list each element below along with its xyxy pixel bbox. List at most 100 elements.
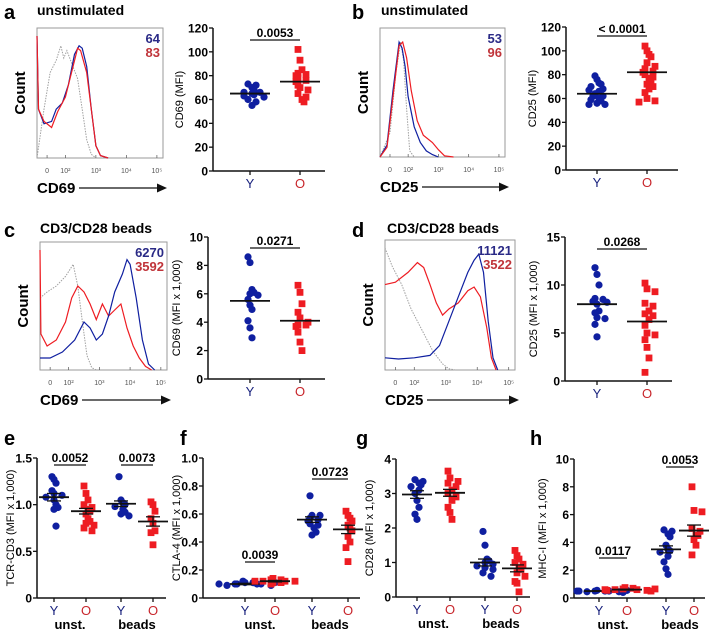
y-tick-label: 0 — [384, 591, 391, 605]
data-point-old — [513, 569, 521, 577]
data-point-old — [645, 85, 653, 93]
category-label-young: Y — [246, 384, 255, 399]
panel-title: CD3/CD28 beads — [387, 220, 499, 236]
data-point-old — [90, 521, 98, 529]
data-point-old — [692, 541, 700, 549]
panel-letter-d: d — [352, 220, 364, 242]
data-point-old — [641, 368, 649, 376]
p-value-label: 0.0117 — [595, 544, 631, 558]
x-axis-label: CD25 — [380, 179, 418, 196]
data-point-young — [660, 558, 668, 566]
y-tick-label: 6 — [196, 287, 203, 301]
category-label-young: Y — [241, 603, 250, 618]
data-point-old — [342, 507, 350, 515]
data-point-old — [519, 560, 527, 568]
p-value-label: 0.0271 — [257, 234, 294, 248]
data-point-old — [298, 347, 306, 354]
category-label-old: O — [343, 603, 353, 618]
data-point-old — [446, 509, 454, 516]
data-point-young — [117, 510, 125, 518]
category-label-old: O — [642, 175, 652, 190]
x-tick-label: 10⁴ — [472, 380, 483, 387]
category-label-young: Y — [595, 603, 604, 618]
x-tick-label: 0 — [48, 380, 52, 387]
data-point-young — [308, 531, 316, 539]
data-point-old — [641, 321, 649, 329]
data-point-young — [407, 483, 415, 491]
category-label-young: Y — [593, 175, 602, 190]
data-point-young — [481, 541, 489, 549]
data-point-young — [664, 570, 672, 578]
data-point-old — [649, 312, 657, 320]
category-label-young: Y — [662, 603, 671, 618]
data-point-old — [80, 501, 88, 509]
histogram-curve-old — [379, 40, 454, 158]
data-point-young — [248, 334, 256, 342]
data-point-young — [593, 333, 601, 341]
category-label-young: Y — [413, 602, 422, 617]
category-label-young: Y — [481, 602, 490, 617]
y-tick-label: 15 — [547, 231, 561, 245]
category-label-old: O — [295, 384, 305, 399]
data-point-old — [649, 73, 657, 81]
data-point-young — [244, 317, 252, 325]
x-tick-label: 10² — [409, 380, 420, 387]
x-tick-label: 10⁵ — [152, 168, 163, 175]
data-point-old — [643, 47, 651, 55]
y-axis-label: Count — [355, 71, 372, 114]
x-axis-label: CD69 — [40, 392, 78, 409]
data-point-old — [649, 67, 657, 75]
data-point-old — [446, 474, 454, 482]
data-point-young — [587, 96, 595, 104]
data-point-old — [294, 90, 302, 97]
x-tick-label: 10⁴ — [121, 168, 132, 175]
data-point-old — [80, 524, 88, 532]
data-point-young — [215, 580, 223, 588]
data-point-old — [643, 80, 651, 88]
category-label-old: O — [295, 176, 305, 191]
p-value-label: 0.0723 — [312, 465, 349, 479]
data-point-young — [125, 512, 133, 520]
y-tick-label: 8 — [562, 480, 569, 494]
data-point-young — [489, 565, 497, 574]
data-point-old — [515, 555, 523, 563]
data-point-old — [452, 493, 460, 501]
p-value-label: 0.0053 — [257, 26, 294, 40]
data-point-old — [690, 536, 698, 544]
y-tick-label: 0.5 — [15, 545, 32, 559]
data-point-old — [651, 585, 659, 593]
panel-letter-e: e — [4, 428, 15, 450]
data-point-old — [643, 59, 651, 67]
y-tick-label: 0 — [25, 592, 32, 606]
category-label-old: O — [81, 603, 91, 618]
y-tick-label: 4 — [384, 453, 391, 467]
data-point-old — [147, 515, 155, 523]
panel-title: CD3/CD28 beads — [40, 220, 152, 236]
data-point-old — [151, 507, 159, 515]
category-label-old: O — [622, 603, 632, 618]
x-tick-label: 10⁵ — [494, 167, 505, 174]
mfi-value-young: 53 — [488, 31, 502, 46]
histogram-curve-isotype — [379, 42, 415, 158]
data-point-old — [643, 344, 651, 351]
y-tick-label: 100 — [188, 45, 208, 59]
y-axis-label: CD69 (MFI x 1,000) — [171, 260, 183, 357]
data-point-young — [479, 569, 487, 577]
x-axis-label: CD25 — [385, 392, 423, 409]
data-point-old — [304, 86, 312, 94]
data-point-old — [302, 93, 310, 101]
histogram-curve-old — [384, 261, 497, 371]
panel-letter-a: a — [4, 2, 16, 24]
data-point-young — [415, 503, 423, 511]
y-tick-label: 8 — [196, 259, 203, 273]
y-tick-label: 4 — [196, 316, 203, 330]
histogram-curve-old — [39, 249, 152, 371]
data-point-old — [511, 559, 519, 566]
category-label-old: O — [445, 602, 455, 617]
group-label: unst. — [597, 617, 628, 631]
data-point-young — [115, 473, 123, 481]
y-axis-label: MHC-I (MFI x 1,000) — [537, 478, 549, 578]
y-tick-label: 2 — [196, 344, 203, 358]
